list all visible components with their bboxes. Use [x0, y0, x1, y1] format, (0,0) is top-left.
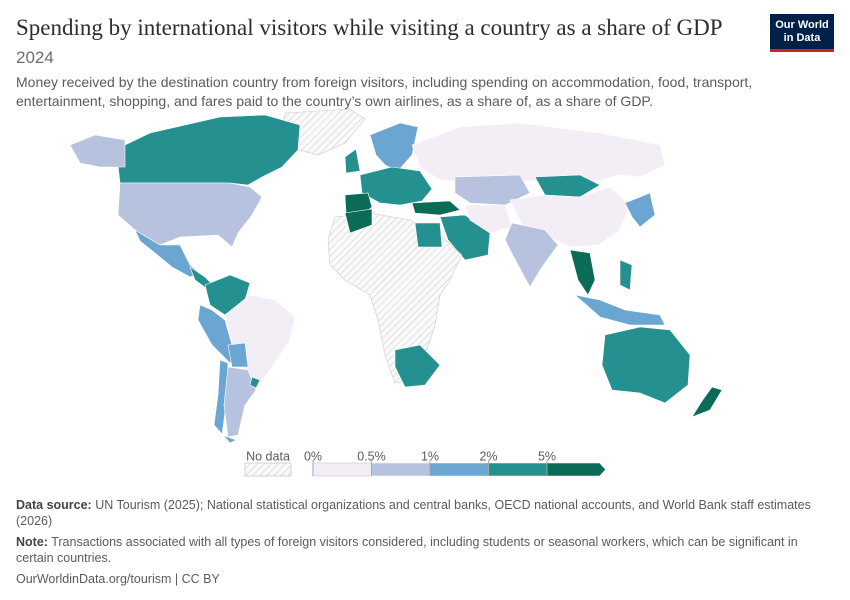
note-text: Transactions associated with all types o… — [16, 535, 798, 565]
note-label: Note: — [16, 535, 48, 549]
legend-bin — [312, 462, 372, 477]
legend-no-data-swatch — [244, 462, 292, 477]
western-europe[interactable] — [359, 166, 433, 206]
legend-tick-label: 0.5% — [357, 449, 386, 463]
philippines[interactable] — [619, 259, 633, 291]
note: Note: Transactions associated with all t… — [16, 534, 831, 566]
source-label: Data source: — [16, 498, 92, 512]
footer: Data source: UN Tourism (2025); National… — [16, 497, 831, 592]
legend-bin — [371, 462, 431, 477]
bolivia[interactable] — [227, 342, 249, 368]
alaska[interactable] — [69, 134, 126, 168]
legend-bin — [488, 462, 548, 477]
legend-tick-label: 5% — [538, 449, 556, 463]
egypt[interactable] — [414, 222, 443, 248]
logo-line: in Data — [783, 32, 821, 44]
mongolia[interactable] — [534, 174, 601, 198]
legend: No data 0% 0.5% 1% 2% 5% — [244, 449, 606, 477]
world-map — [69, 108, 723, 444]
logo-line: Our World — [775, 19, 829, 31]
southern-africa[interactable] — [394, 344, 441, 388]
source: Data source: UN Tourism (2025); National… — [16, 497, 831, 529]
middle-east[interactable] — [439, 214, 491, 261]
southeast-asia[interactable] — [569, 249, 596, 296]
legend-tick-label: 1% — [421, 449, 439, 463]
legend-tick-label: 2% — [479, 449, 497, 463]
subtitle: Money received by the destination countr… — [16, 74, 753, 109]
russia[interactable] — [411, 122, 666, 186]
canada[interactable] — [117, 114, 301, 186]
legend-bin — [429, 462, 489, 477]
title-block: Spending by international visitors while… — [16, 14, 746, 72]
legend-no-data-label: No data — [246, 449, 290, 463]
australia[interactable] — [601, 326, 691, 404]
turkey[interactable] — [411, 200, 461, 216]
north-africa[interactable] — [344, 208, 373, 234]
countries — [69, 108, 723, 444]
japan-korea[interactable] — [624, 192, 656, 228]
source-text: UN Tourism (2025); National statistical … — [16, 498, 811, 528]
legend-bin — [546, 462, 606, 477]
new-zealand[interactable] — [691, 386, 723, 418]
legend-tick-label: 0% — [304, 449, 322, 463]
indonesia[interactable] — [573, 294, 666, 326]
year: 2024 — [16, 48, 54, 67]
url[interactable]: OurWorldinData.org/tourism | CC BY — [16, 572, 220, 586]
title: Spending by international visitors while… — [16, 15, 722, 40]
logo[interactable]: Our World in Data — [770, 14, 834, 52]
uk-ireland[interactable] — [344, 148, 361, 174]
scandinavia[interactable] — [369, 122, 419, 172]
india[interactable] — [504, 222, 559, 288]
iran[interactable] — [464, 204, 513, 234]
argentina[interactable] — [223, 366, 257, 438]
uruguay[interactable] — [249, 376, 261, 389]
